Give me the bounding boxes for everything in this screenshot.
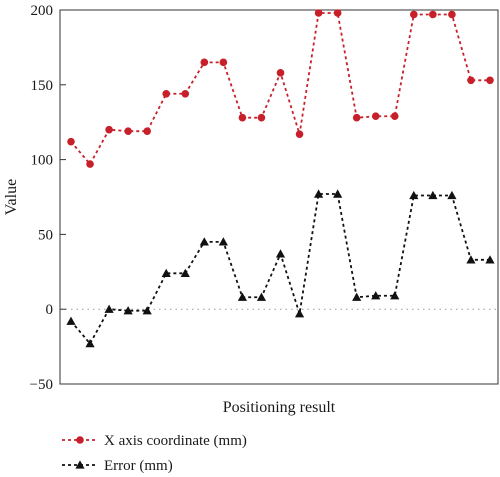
- series-2-point-8: [199, 237, 209, 246]
- series-1-point-8: [200, 58, 209, 67]
- y-axis-ticks: −50 0 50 100 150 200: [30, 3, 66, 393]
- series-2-point-23: [485, 255, 495, 264]
- series-2-point-6: [161, 268, 171, 277]
- series-1-point-7: [181, 89, 190, 98]
- series-2-point-13: [294, 309, 305, 318]
- series-1-point-11: [257, 113, 266, 122]
- series-2-point-2: [85, 339, 95, 348]
- series-2-point-9: [218, 237, 228, 246]
- series-2-point-20: [428, 190, 438, 200]
- legend: X axis coordinate (mm) Error (mm): [62, 433, 247, 474]
- series-1-point-16: [352, 113, 361, 122]
- series-layer: [66, 9, 495, 348]
- y-tick-label-4: 150: [31, 78, 54, 94]
- series-1-point-20: [429, 10, 437, 19]
- series-2-point-4: [123, 306, 133, 315]
- series-2-line: [70, 193, 490, 346]
- series-1-point-9: [219, 58, 228, 67]
- series-1-point-15: [333, 9, 342, 17]
- series-2: [66, 189, 495, 348]
- series-2-point-12: [275, 249, 286, 258]
- series-1: [67, 9, 494, 168]
- plot-frame: [59, 9, 499, 385]
- series-1-point-5: [143, 127, 151, 135]
- series-1-point-17: [371, 112, 380, 121]
- series-1-line: [70, 12, 490, 166]
- series-2-point-3: [104, 304, 114, 313]
- series-1-point-22: [467, 76, 475, 85]
- series-1-point-6: [162, 89, 171, 98]
- legend-marker-1: [76, 436, 84, 444]
- series-2-point-11: [256, 292, 267, 301]
- series-2-point-14: [313, 189, 324, 198]
- series-1-point-2: [86, 160, 94, 168]
- series-2-point-17: [371, 291, 381, 300]
- x-axis-title: Positioning result: [223, 399, 336, 416]
- y-tick-label-1: 0: [46, 302, 54, 318]
- y-axis-title: Value: [3, 179, 20, 215]
- y-tick-label-2: 50: [38, 227, 53, 243]
- series-1-point-18: [390, 112, 399, 121]
- series-2-point-16: [352, 292, 362, 301]
- legend-marker-2: [75, 460, 85, 469]
- series-2-point-18: [390, 291, 400, 300]
- series-1-point-3: [105, 125, 113, 134]
- series-1-point-10: [238, 113, 247, 122]
- series-2-point-15: [333, 189, 343, 198]
- series-1-point-19: [410, 10, 418, 19]
- series-2-point-10: [237, 292, 248, 301]
- series-1-point-1: [67, 137, 75, 146]
- series-1-point-23: [486, 76, 494, 85]
- series-1-point-21: [448, 10, 456, 19]
- series-2-point-19: [409, 190, 419, 200]
- legend-label-2: Error (mm): [104, 458, 173, 474]
- series-1-point-12: [276, 69, 285, 77]
- legend-label-1: X axis coordinate (mm): [104, 433, 247, 449]
- series-2-point-7: [180, 268, 190, 277]
- series-1-point-4: [124, 127, 132, 135]
- y-tick-label-0: −50: [30, 377, 53, 393]
- y-tick-label-5: 200: [31, 3, 54, 19]
- series-2-point-1: [66, 316, 76, 325]
- series-1-point-14: [314, 9, 323, 17]
- series-2-point-5: [142, 306, 152, 315]
- series-1-point-13: [295, 130, 304, 138]
- series-2-point-22: [466, 255, 476, 264]
- y-tick-label-3: 100: [31, 153, 54, 169]
- series-2-point-21: [447, 190, 457, 200]
